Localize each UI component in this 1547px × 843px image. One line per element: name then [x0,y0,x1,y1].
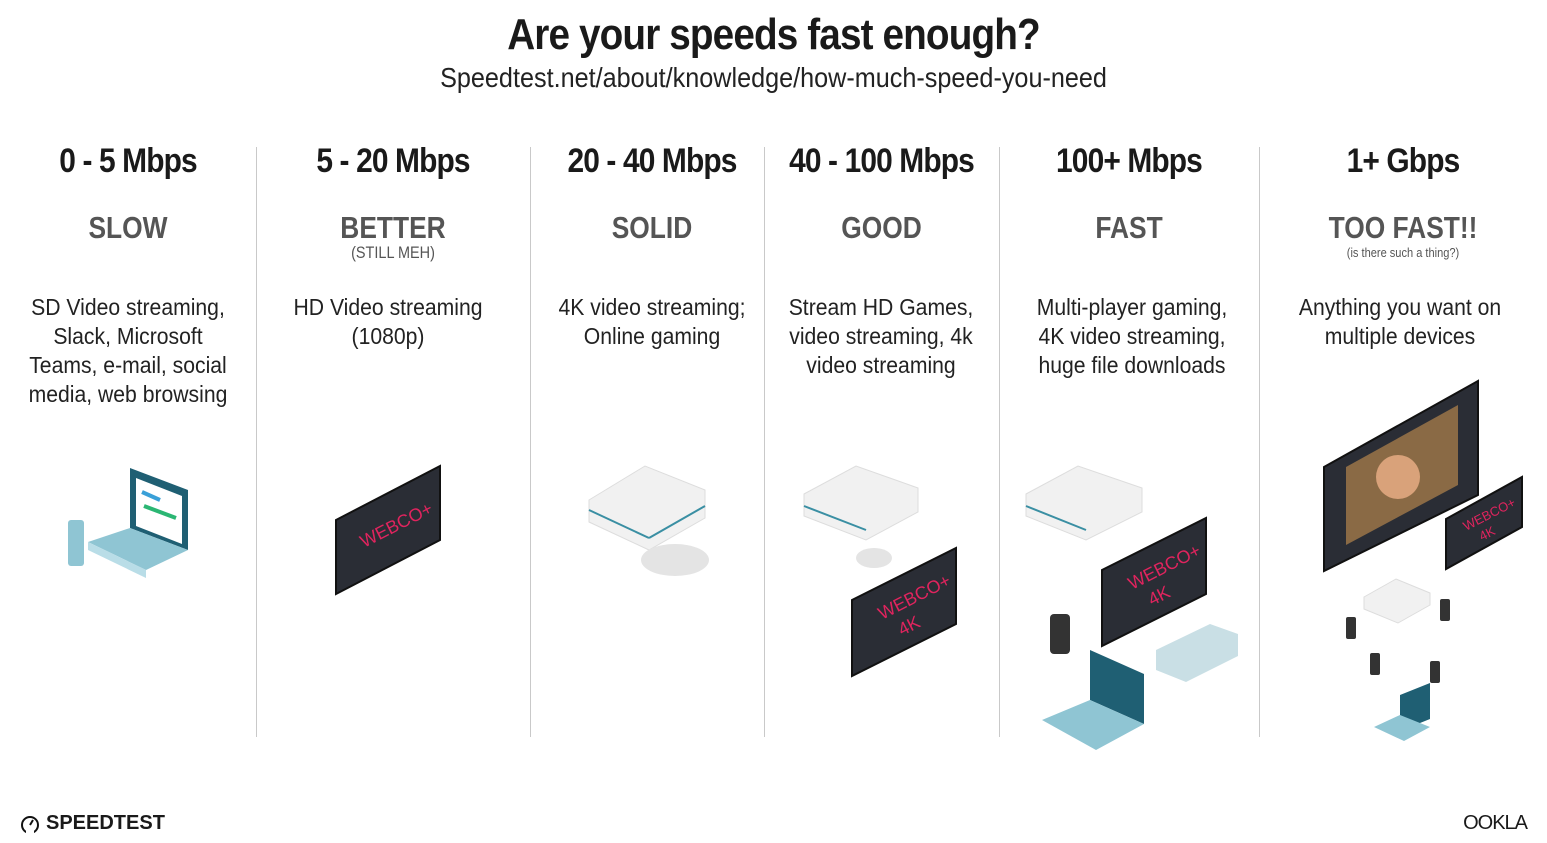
svg-text:4K: 4K [1477,523,1498,544]
speedtest-logo: SPEEDTEST [20,812,165,835]
ookla-logo: OOKLA [1463,812,1528,834]
tier-rating: SLOW [88,210,168,245]
column-divider [999,147,1000,737]
tier-note: (is there such a thing?) [1346,245,1460,260]
tier-solid: 20 - 40 Mbps SOLID [530,140,774,244]
tier-fast: 100+ Mbps FAST [999,140,1259,244]
tier-uses: SD Video streaming, Slack, Microsoft Tea… [28,294,228,407]
tier-speed: 0 - 5 Mbps [59,142,197,180]
column-divider [1259,147,1260,737]
tier-speed: 5 - 20 Mbps [316,142,470,180]
multi-device-gbps-illustration: WEBCO+ 4K [1323,379,1523,741]
tier-speed: 1+ Gbps [1346,142,1461,180]
tier-rating: TOO FAST!! [1328,210,1478,245]
tier-good: 40 - 100 Mbps GOOD [764,140,999,244]
page-title: Are your speeds fast enough? [507,10,1040,59]
tier-rating: FAST [1095,210,1163,245]
tier-note: (STILL MEH) [351,243,435,262]
speedometer-icon [21,815,39,834]
column-divider [764,147,765,737]
tier-rating: GOOD [841,210,922,245]
speedtest-wordmark: SPEEDTEST [46,812,165,834]
tier-slow: 0 - 5 Mbps SLOW [0,140,256,244]
console-controller-illustration [588,465,709,576]
tier-too-fast: 1+ Gbps TOO FAST!! (is there such a thin… [1259,140,1547,262]
game-controller-icon [641,544,709,576]
console-controller-4k-tv-illustration: WEBCO+ 4K [803,465,957,678]
tier-rating: BETTER [340,210,446,245]
tier-uses: Multi-player gaming, 4K video streaming,… [1036,294,1228,378]
tier-uses: Stream HD Games, video streaming, 4k vid… [788,294,974,378]
column-divider [256,147,257,737]
tier-uses: HD Video streaming (1080p) [293,294,483,349]
tv-illustration: WEBCO+ [335,464,441,596]
tier-better: 5 - 20 Mbps BETTER (STILL MEH) [256,140,530,262]
phone-icon [68,520,84,566]
tier-rating: SOLID [611,210,693,245]
source-url: Speedtest.net/about/knowledge/how-much-s… [440,62,1107,93]
tier-speed: 20 - 40 Mbps [567,142,737,180]
multi-device-fast-illustration: WEBCO+ 4K [1025,465,1238,750]
tier-speed: 100+ Mbps [1056,142,1203,180]
tier-uses: Anything you want on multiple devices [1298,294,1502,349]
laptop-phone-illustration [68,468,188,578]
column-divider [530,147,531,737]
tier-speed: 40 - 100 Mbps [789,142,975,180]
tier-uses: 4K video streaming; Online gaming [558,294,746,349]
